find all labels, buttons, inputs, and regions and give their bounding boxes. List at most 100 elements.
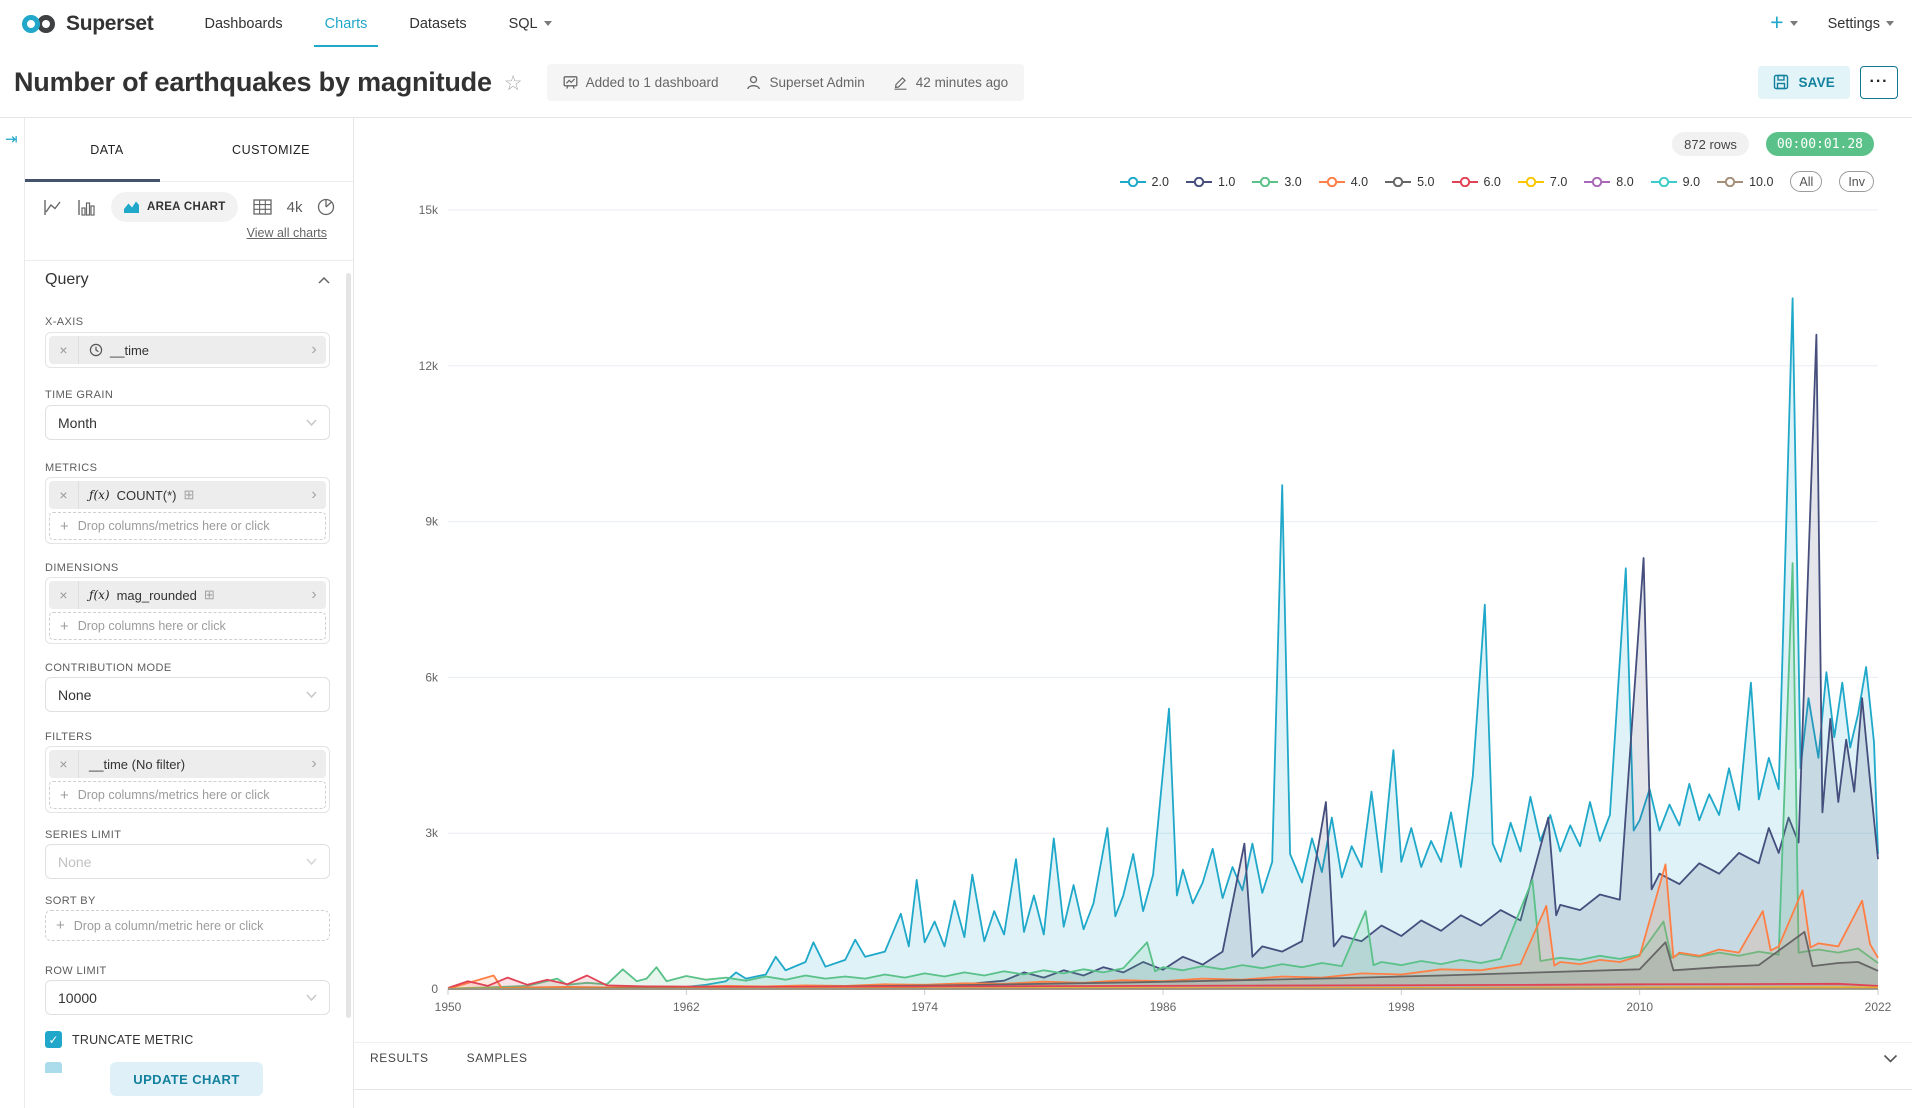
legend-item-7.0[interactable]: 7.0: [1517, 175, 1567, 189]
legend-item-5.0[interactable]: 5.0: [1385, 174, 1435, 189]
legend-item-4.0[interactable]: 4.0: [1318, 174, 1369, 189]
update-chart-button[interactable]: UPDATE CHART: [110, 1062, 263, 1096]
x-axis-tick-label: 1986: [1150, 1000, 1177, 1014]
view-all-charts-link[interactable]: View all charts: [246, 226, 327, 240]
filter-time-option[interactable]: × __time (No filter) ›: [49, 750, 326, 778]
line-chart-icon[interactable]: [43, 199, 62, 216]
tab-results[interactable]: RESULTS: [370, 1051, 429, 1065]
legend-select-all-button[interactable]: All: [1790, 171, 1823, 192]
legend-item-2.0[interactable]: 2.0: [1119, 174, 1169, 189]
legend-item-label: 3.0: [1284, 174, 1302, 189]
plus-icon: +: [1770, 8, 1784, 35]
x-axis-option-time[interactable]: × __time ›: [49, 336, 326, 364]
panel-scrollbar[interactable]: [346, 273, 351, 1018]
legend-item-label: 2.0: [1151, 174, 1169, 189]
legend-item-6.0[interactable]: 6.0: [1451, 175, 1501, 189]
save-button[interactable]: SAVE: [1758, 65, 1850, 99]
contribution-mode-label: CONTRIBUTION MODE: [45, 662, 172, 674]
plus-icon: +: [60, 617, 69, 635]
close-icon[interactable]: ×: [49, 750, 79, 778]
save-icon: [1774, 74, 1789, 90]
dimensions-control: × ƒ(x) mag_rounded ⊞ › + Drop columns he…: [45, 577, 330, 644]
y-axis-tick-label: 12k: [419, 359, 439, 373]
x-axis-tick-label: 1998: [1388, 1000, 1415, 1014]
legend-item-3.0[interactable]: 3.0: [1252, 174, 1302, 189]
truncate-metric-label: TRUNCATE METRIC: [72, 1032, 194, 1047]
chevron-down-icon: [306, 858, 317, 865]
last-modified-meta[interactable]: 42 minutes ago: [893, 75, 1008, 90]
settings-menu[interactable]: Settings: [1828, 16, 1894, 32]
clock-icon: [89, 343, 103, 357]
bar-chart-icon[interactable]: [77, 199, 96, 216]
nav-item-dashboards[interactable]: Dashboards: [204, 15, 283, 32]
new-item-button[interactable]: +: [1770, 8, 1798, 35]
big-number-chart-icon[interactable]: 4k: [286, 198, 303, 216]
chevron-down-icon: [543, 21, 552, 26]
metrics-dropzone[interactable]: + Drop columns/metrics here or click: [49, 512, 326, 540]
legend-item-label: 5.0: [1417, 174, 1435, 189]
series-limit-select[interactable]: None: [45, 844, 330, 879]
time-grain-select[interactable]: Month: [45, 405, 330, 440]
area-series-1.0: [448, 334, 1878, 990]
row-limit-select[interactable]: 10000: [45, 980, 330, 1015]
legend-item-label: 4.0: [1350, 174, 1369, 189]
dimensions-dropzone[interactable]: + Drop columns here or click: [49, 612, 326, 640]
results-pane-splitter[interactable]: [354, 1042, 1912, 1043]
check-icon: ✓: [48, 1032, 59, 1047]
sort-by-dropzone[interactable]: + Drop a column/metric here or click: [45, 910, 330, 941]
filters-dropzone[interactable]: + Drop columns/metrics here or click: [49, 781, 326, 809]
pie-chart-icon[interactable]: [317, 198, 335, 216]
results-tabbar: RESULTS SAMPLES: [370, 1051, 528, 1065]
truncate-metric-checkbox[interactable]: ✓: [45, 1031, 62, 1048]
close-icon[interactable]: ×: [49, 481, 79, 509]
tab-samples[interactable]: SAMPLES: [466, 1051, 528, 1065]
dashboard-icon: [563, 75, 578, 89]
chevron-right-icon[interactable]: ›: [311, 755, 317, 772]
contribution-mode-select[interactable]: None: [45, 677, 330, 712]
chart-control-panel: DATA CUSTOMIZE AREA CHART 4k View all ch…: [25, 118, 354, 1108]
x-axis-tick-label: 2022: [1865, 1000, 1892, 1014]
close-icon[interactable]: ×: [49, 581, 79, 609]
metric-count-option[interactable]: × ƒ(x) COUNT(*) ⊞ ›: [49, 481, 326, 509]
table-chart-icon[interactable]: [252, 199, 272, 215]
legend-item-1.0[interactable]: 1.0: [1185, 175, 1235, 189]
legend-invert-button[interactable]: Inv: [1839, 171, 1874, 192]
x-axis-label: X-AXIS: [45, 316, 84, 328]
legend-item-10.0[interactable]: 10.0: [1717, 175, 1773, 189]
collapse-results-icon[interactable]: [1883, 1054, 1898, 1063]
favorite-star-icon[interactable]: ☆: [503, 71, 523, 95]
nav-right: + Settings: [1770, 8, 1912, 35]
collapse-panel-icon[interactable]: ⇥: [5, 131, 18, 148]
chevron-right-icon[interactable]: ›: [311, 341, 317, 358]
legend-item-9.0[interactable]: 9.0: [1650, 175, 1700, 189]
query-section-header[interactable]: Query: [45, 271, 330, 289]
chevron-right-icon[interactable]: ›: [311, 486, 317, 503]
superset-logo[interactable]: Superset: [0, 12, 154, 36]
legend-series-icon: [1385, 176, 1412, 187]
owner-meta[interactable]: Superset Admin: [746, 75, 865, 90]
nav-item-sql[interactable]: SQL: [488, 0, 573, 47]
area-chart-plot[interactable]: 0 3k 6k 9k 12k 15k 1950 1962 1974 1986 1998 2010 202…: [354, 118, 1912, 1028]
partially-visible-checkbox[interactable]: [45, 1062, 62, 1073]
more-actions-button[interactable]: ···: [1860, 65, 1898, 99]
dashboards-added-meta[interactable]: Added to 1 dashboard: [563, 75, 718, 90]
legend-item-8.0[interactable]: 8.0: [1584, 175, 1634, 189]
line-series-3.0: [447, 562, 1879, 990]
nav-item-datasets[interactable]: Datasets: [409, 15, 467, 32]
tab-data[interactable]: DATA: [90, 142, 124, 157]
legend-series-icon: [1584, 176, 1611, 187]
truncate-metric-row: ✓ TRUNCATE METRIC: [45, 1031, 194, 1048]
chevron-up-icon: [318, 276, 330, 284]
chart-type-area-selected[interactable]: AREA CHART: [111, 192, 238, 222]
plus-icon: +: [60, 786, 69, 804]
tab-customize[interactable]: CUSTOMIZE: [232, 142, 310, 157]
close-icon[interactable]: ×: [49, 336, 79, 364]
chevron-right-icon[interactable]: ›: [311, 586, 317, 603]
area-series-4.0: [448, 864, 1878, 989]
dimension-mag-rounded-option[interactable]: × ƒ(x) mag_rounded ⊞ ›: [49, 581, 326, 609]
ellipsis-icon: ···: [1869, 73, 1889, 90]
nav-item-charts[interactable]: Charts: [304, 0, 389, 47]
chart-legend: 2.0 1.0 3.0 4.0 5.0 6.0 7.0 8.0 9.0 10.0 All Inv: [1119, 171, 1874, 192]
query-status-badges: 872 rows 00:00:01.28: [1672, 132, 1874, 156]
pencil-icon: [894, 76, 907, 90]
